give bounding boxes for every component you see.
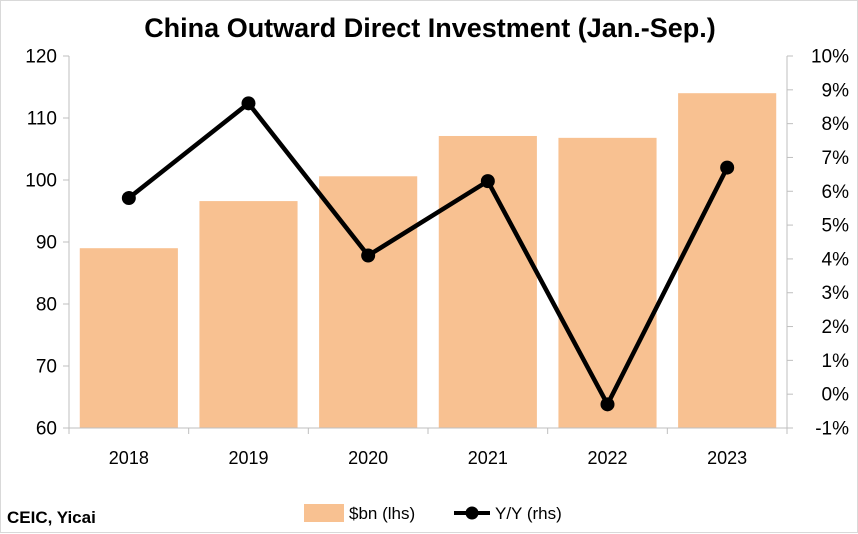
right-tick-label: 8% bbox=[822, 114, 850, 135]
left-tick-label: 90 bbox=[36, 233, 57, 254]
x-tick-label: 2020 bbox=[348, 448, 388, 468]
yy-point-2019 bbox=[241, 96, 256, 111]
left-tick-label: 70 bbox=[36, 357, 57, 378]
chart-title: China Outward Direct Investment (Jan.-Se… bbox=[144, 13, 716, 43]
yy-point-2020 bbox=[361, 248, 376, 263]
x-tick-label: 2018 bbox=[109, 448, 149, 468]
x-tick-label: 2021 bbox=[468, 448, 508, 468]
yy-point-2022 bbox=[600, 397, 615, 412]
yy-point-2023 bbox=[720, 160, 735, 175]
source-note: CEIC, Yicai bbox=[7, 508, 96, 527]
bar-2023 bbox=[678, 93, 777, 428]
yy-point-2021 bbox=[480, 174, 495, 189]
left-tick-label: 80 bbox=[36, 295, 57, 316]
legend-bar-swatch bbox=[304, 504, 344, 522]
x-tick-label: 2019 bbox=[228, 448, 268, 468]
right-tick-label: 7% bbox=[822, 148, 850, 169]
right-tick-label: 10% bbox=[811, 47, 849, 68]
x-tick-label: 2022 bbox=[587, 448, 627, 468]
right-tick-label: -1% bbox=[815, 419, 849, 440]
bar-2018 bbox=[79, 248, 178, 428]
left-tick-label: 100 bbox=[25, 171, 57, 192]
yy-point-2018 bbox=[121, 191, 136, 206]
legend-line-marker bbox=[465, 506, 479, 520]
line-series bbox=[121, 96, 735, 412]
right-tick-label: 2% bbox=[822, 317, 850, 338]
bar-2019 bbox=[199, 201, 298, 428]
legend-bar-label: $bn (lhs) bbox=[349, 504, 415, 523]
right-tick-label: 5% bbox=[822, 216, 850, 237]
yy-line bbox=[127, 100, 730, 410]
x-tick-label: 2023 bbox=[707, 448, 747, 468]
legend: $bn (lhs) Y/Y (rhs) bbox=[304, 504, 562, 523]
left-tick-label: 110 bbox=[27, 109, 57, 130]
legend-line-label: Y/Y (rhs) bbox=[495, 504, 562, 523]
bar-2022 bbox=[558, 137, 657, 428]
right-tick-label: 1% bbox=[822, 351, 850, 372]
right-tick-label: 0% bbox=[822, 385, 850, 406]
right-tick-label: 4% bbox=[822, 249, 850, 270]
left-tick-label: 120 bbox=[25, 47, 57, 68]
right-tick-label: 3% bbox=[822, 283, 850, 304]
bar-series bbox=[79, 93, 777, 429]
bar-2020 bbox=[319, 176, 418, 428]
right-tick-label: 6% bbox=[822, 182, 850, 203]
right-tick-label: 9% bbox=[822, 80, 850, 101]
axes: 60 70 80 90 100 110 120 -1% 0% 1% 2% 3% 4% 5% 6% 7% 8% 9%… bbox=[25, 47, 849, 469]
left-tick-label: 60 bbox=[36, 419, 57, 440]
